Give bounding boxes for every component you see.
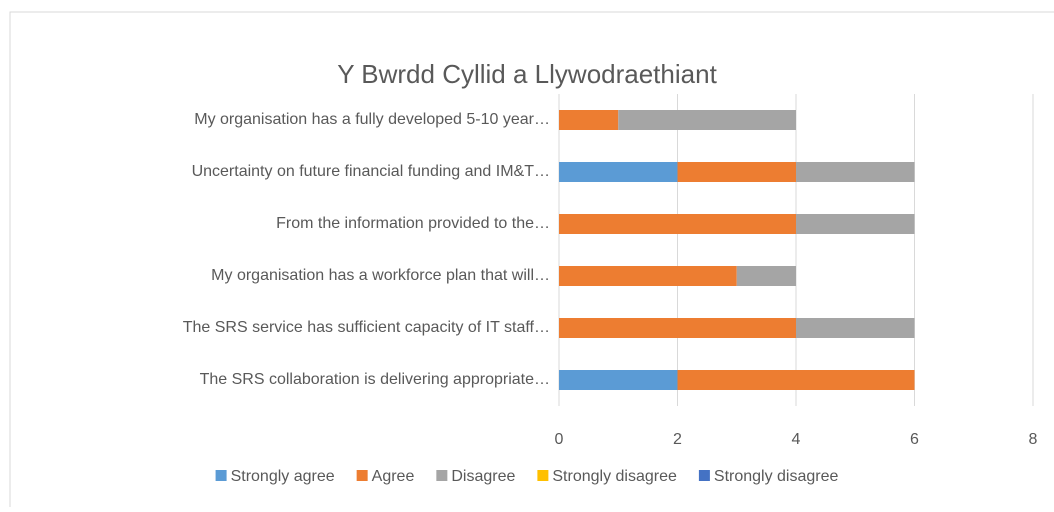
x-tick-label: 6 [910,431,919,448]
legend-label: Strongly disagree [552,468,677,485]
bar-segment [559,162,678,182]
y-tick-label: The SRS collaboration is delivering appr… [200,371,550,388]
chart-title: Y Bwrdd Cyllid a Llywodraethiant [337,59,717,89]
bar-segment [796,318,915,338]
x-tick-label: 0 [555,431,564,448]
legend-swatch [356,470,368,481]
y-tick-label: Uncertainty on future financial funding … [192,163,550,180]
legend-label: Disagree [451,468,515,485]
legend-swatch [436,470,448,481]
x-tick-label: 8 [1029,431,1038,448]
chart-frame [9,11,1054,512]
bar-segment [559,266,737,286]
bar-segment [796,214,915,234]
legend-swatch [698,470,710,481]
y-tick-label: My organisation has a workforce plan tha… [211,267,550,284]
bar-segment [559,110,619,130]
bar-segment [677,370,915,390]
y-tick-label: The SRS service has sufficient capacity … [183,319,550,336]
bar-segment [559,214,796,234]
bar-segment [736,266,796,286]
bar-segment [559,370,678,390]
bar-segment [796,162,915,182]
legend-label: Strongly agree [231,468,335,485]
bar-segment [559,318,796,338]
bar-segment [677,162,796,182]
y-tick-label: My organisation has a fully developed 5-… [194,111,550,128]
legend-swatch [215,470,227,481]
y-tick-label: From the information provided to the… [276,215,550,232]
legend-label: Agree [372,468,415,485]
x-tick-label: 4 [792,431,801,448]
bar-segment [618,110,796,130]
x-tick-label: 2 [673,431,682,448]
legend-swatch [537,470,549,481]
legend-label: Strongly disagree [714,468,839,485]
